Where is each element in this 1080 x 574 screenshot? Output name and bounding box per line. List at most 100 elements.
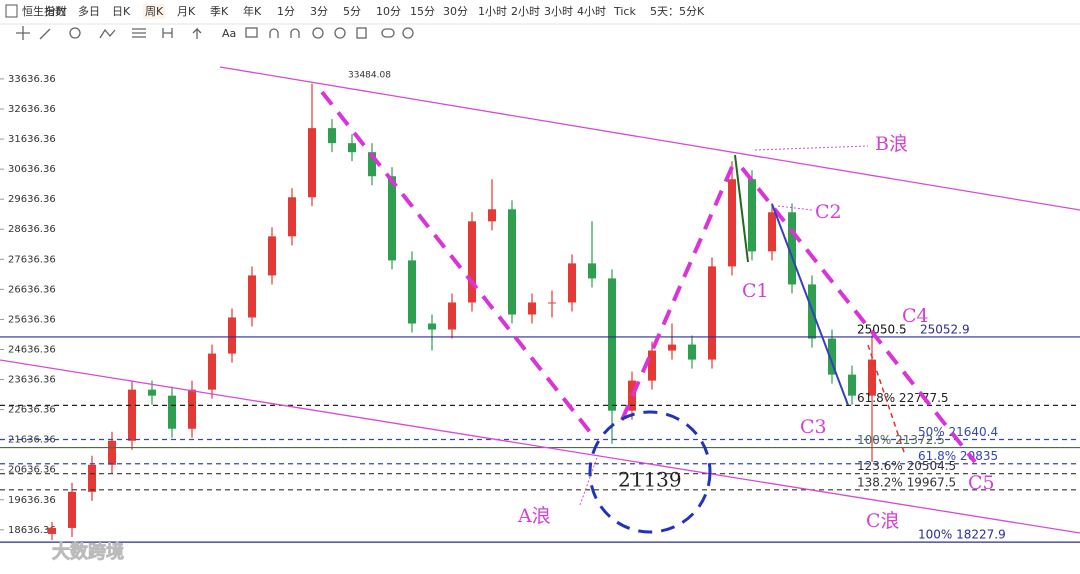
level-label: 100% 21372.5 [857, 433, 945, 447]
wave-label: C浪 [866, 510, 900, 532]
period-tab[interactable]: 30分 [443, 5, 468, 18]
b-pointer [754, 145, 869, 151]
period-tab[interactable]: 5天：5分K [650, 5, 705, 18]
y-tick-label: 19636.36 [8, 495, 56, 506]
note-icon [245, 27, 258, 38]
period-tab[interactable]: 5分 [343, 5, 361, 18]
level-label: 61.8% 22777.5 [857, 391, 949, 405]
line-icon [39, 28, 51, 40]
wave-label: C4 [902, 305, 929, 327]
candle-body [788, 212, 796, 285]
candle-body [648, 350, 656, 381]
y-tick-label: 22636.36 [8, 405, 56, 416]
period-tab[interactable]: 1小时 [478, 5, 507, 18]
circle-icon [69, 27, 81, 39]
upper-channel [219, 66, 1080, 211]
period-tab[interactable]: 2小时 [511, 5, 540, 18]
level-label: 100% 18227.9 [918, 528, 1006, 542]
wave-c-line [740, 166, 977, 464]
period-tab[interactable]: 季K [210, 5, 229, 18]
candle-body [328, 128, 336, 144]
y-tick-label: 29636.36 [8, 194, 56, 205]
period-tab[interactable]: 分时 [45, 5, 67, 18]
c2-pointer [777, 205, 813, 211]
candle-body [248, 275, 256, 318]
toolbar-tools [16, 26, 414, 40]
wave-icon [99, 28, 116, 39]
candle-body [848, 374, 856, 396]
period-tab[interactable]: 月K [177, 5, 196, 18]
y-tick-label: 20636.36 [8, 465, 56, 476]
period-tab[interactable]: 4小时 [577, 5, 606, 18]
period-tab[interactable]: 3小时 [544, 5, 573, 18]
watermark: 大数跨境 [52, 541, 124, 563]
candle-body [128, 389, 136, 441]
active-tab-bg [143, 4, 165, 19]
candle-body [368, 152, 376, 177]
range-icon [162, 28, 173, 38]
level-label: 25052.9 [920, 322, 970, 336]
period-tab[interactable]: 日K [112, 5, 131, 18]
hide-icon [334, 27, 346, 39]
candle-body [868, 359, 876, 396]
period-tab[interactable]: 3分 [310, 5, 328, 18]
candle-body [208, 353, 216, 390]
candle-body [108, 440, 116, 465]
y-tick-label: 18636.36 [8, 525, 56, 536]
low-circle [588, 410, 712, 534]
y-tick-label: 30636.36 [8, 164, 56, 175]
period-tab[interactable]: 1分 [277, 5, 295, 18]
low-value: 21139 [618, 468, 682, 492]
level-label: 50% 21640.4 [918, 425, 998, 439]
candle-body [68, 491, 76, 528]
y-tick-label: 27636.36 [8, 254, 56, 265]
candle-body [88, 464, 96, 492]
c1-line [734, 154, 749, 263]
period-tab[interactable]: 年K [243, 4, 262, 18]
candle-body [568, 263, 576, 303]
eye-icon [312, 27, 324, 39]
candle-body [508, 209, 516, 315]
y-tick-label: 33636.36 [8, 74, 56, 85]
y-tick-label: 32636.36 [8, 104, 56, 115]
arrow-icon [192, 27, 202, 39]
period-tab[interactable]: 多日 [78, 4, 100, 18]
wave-label: C2 [815, 201, 842, 223]
candle-body [428, 323, 436, 330]
wave-a-line [320, 90, 592, 434]
candle-body [728, 179, 736, 267]
plot-area: 18636.36 19636.36 20636.36 21636.36 22636.36… [0, 74, 1080, 543]
candle-body [408, 260, 416, 324]
period-tab[interactable]: 周K [145, 5, 164, 18]
settings-icon [402, 27, 414, 39]
level-label: 138.2% 19967.5 [857, 475, 956, 489]
candle-body [48, 527, 56, 534]
y-tick-label: 25636.36 [8, 314, 56, 325]
period-tab[interactable]: 10分 [376, 5, 401, 18]
candle-body [528, 302, 536, 315]
y-tick-label: 28636.36 [8, 224, 56, 235]
y-tick-label: 23636.36 [8, 375, 56, 386]
candle-body [588, 263, 596, 279]
candle-body [268, 236, 276, 276]
candle-body [608, 278, 616, 411]
c5-line [867, 344, 906, 456]
y-tick-label: 24636.36 [8, 344, 56, 355]
y-tick-label: 26636.36 [8, 284, 56, 295]
delete-icon [356, 27, 367, 39]
candle-body [828, 338, 836, 375]
candle-body [148, 389, 156, 396]
period-tab[interactable]: 15分 [410, 5, 435, 18]
wave-label: C3 [800, 416, 827, 438]
candle-body [188, 389, 196, 429]
wave-b-line [620, 159, 737, 421]
candle-body [288, 197, 296, 237]
magnet-icon [269, 28, 279, 38]
period-tab[interactable]: Tick [613, 5, 636, 18]
text-tool[interactable]: Aa [222, 27, 236, 40]
link-icon [381, 28, 395, 38]
period-tab[interactable]: 恒生指数 [22, 4, 66, 18]
